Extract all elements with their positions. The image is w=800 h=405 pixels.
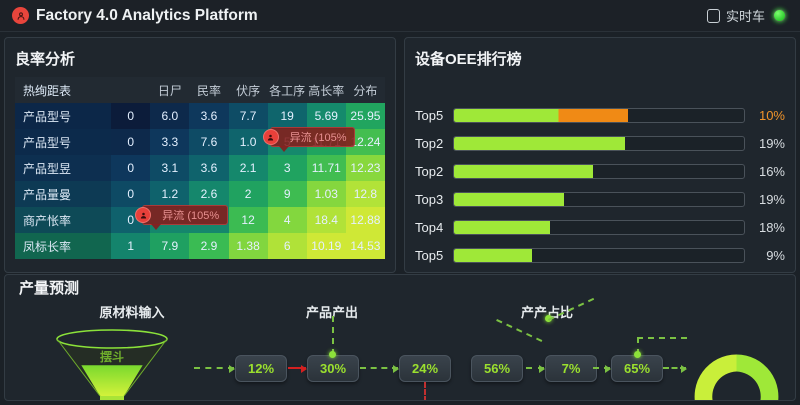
svg-text:摆斗: 摆斗 [100,349,124,364]
